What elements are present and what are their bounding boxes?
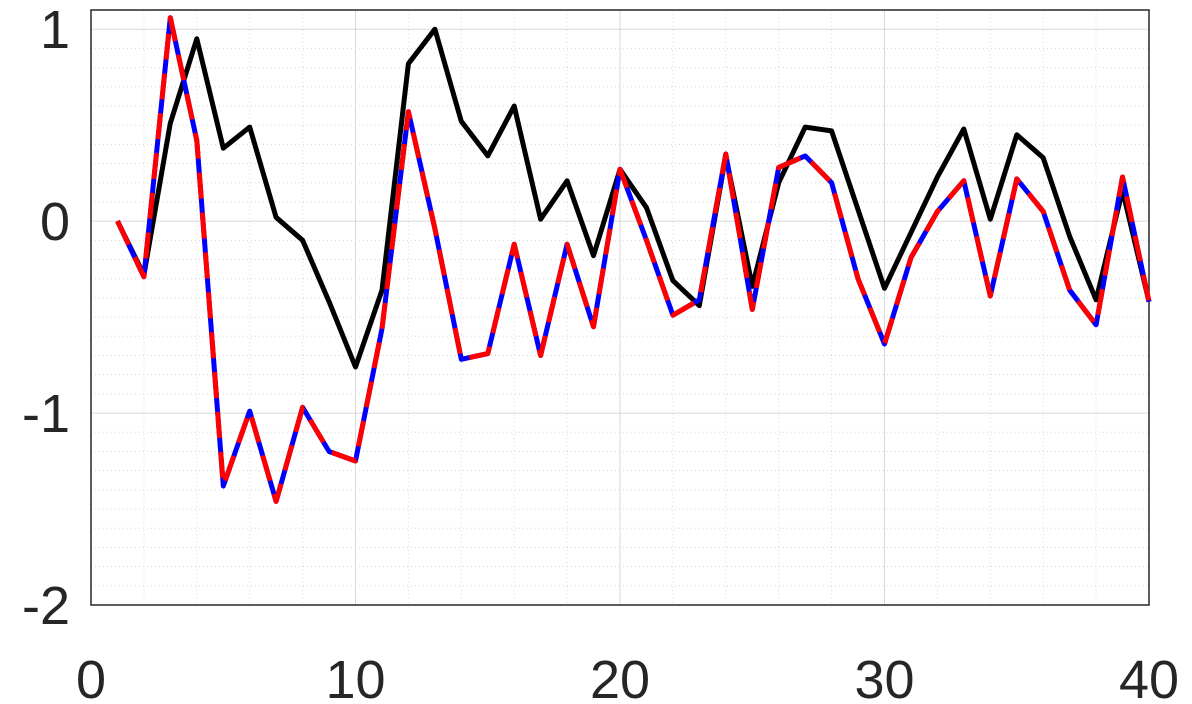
tick-labels: 0 10 20 30 40 -2 -1 0 1 bbox=[22, 0, 1179, 704]
series-line-1 bbox=[115, 26, 1152, 370]
series-line-2 bbox=[115, 15, 1152, 504]
series-line-3 bbox=[115, 15, 1152, 504]
x-tick-label: 40 bbox=[1119, 650, 1179, 704]
x-tick-label: 0 bbox=[76, 650, 106, 704]
y-tick-label: -1 bbox=[22, 384, 70, 444]
x-tick-label: 10 bbox=[325, 650, 385, 704]
x-tick-label: 30 bbox=[854, 650, 914, 704]
series-layer bbox=[115, 15, 1152, 504]
x-tick-label: 20 bbox=[590, 650, 650, 704]
y-tick-label: 1 bbox=[40, 0, 70, 60]
y-tick-label: 0 bbox=[40, 192, 70, 252]
major-gridlines bbox=[91, 10, 1149, 605]
plot-area-frame bbox=[90, 9, 1150, 606]
y-tick-label: -2 bbox=[22, 576, 70, 636]
